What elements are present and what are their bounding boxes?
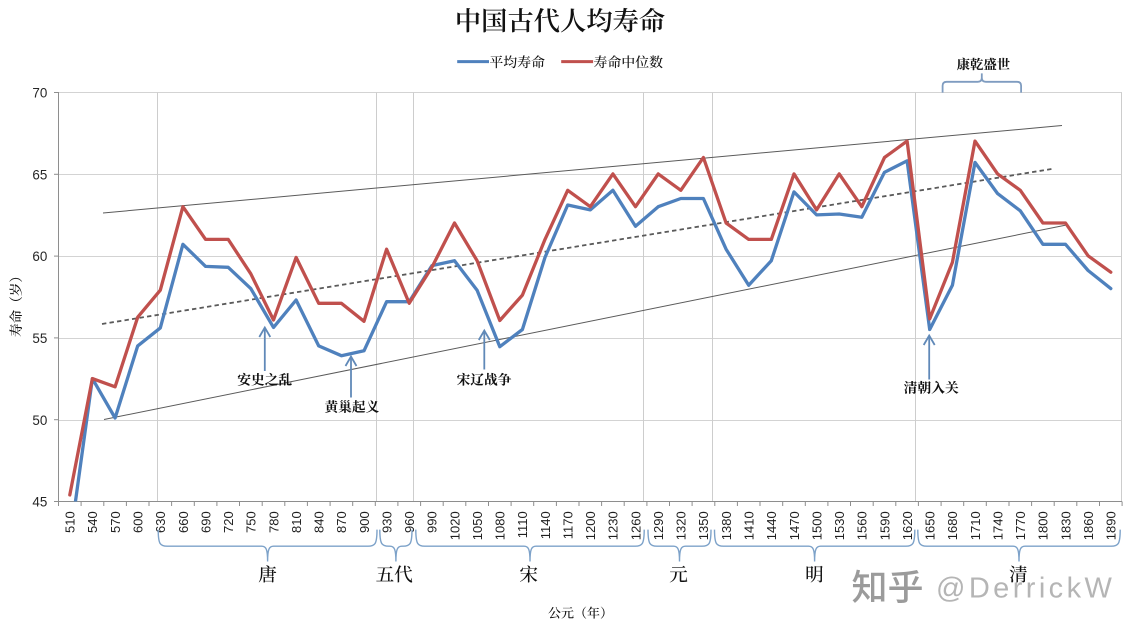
svg-text:540: 540 [85,511,100,533]
svg-text:1650: 1650 [923,511,938,540]
svg-text:1860: 1860 [1081,511,1096,540]
svg-text:570: 570 [108,511,123,533]
svg-text:930: 930 [379,511,394,533]
svg-text:1170: 1170 [561,511,576,539]
svg-text:690: 690 [198,511,213,533]
svg-text:1830: 1830 [1058,511,1073,540]
svg-text:1500: 1500 [809,511,824,540]
svg-text:60: 60 [32,249,47,264]
svg-text:@DerrickW: @DerrickW [936,573,1115,605]
svg-text:1440: 1440 [764,511,779,540]
svg-text:960: 960 [402,511,417,533]
svg-text:990: 990 [425,511,440,533]
svg-text:1530: 1530 [832,511,847,540]
svg-text:65: 65 [32,167,47,182]
svg-text:1320: 1320 [674,511,689,540]
svg-text:50: 50 [32,413,47,428]
svg-text:1470: 1470 [787,511,802,540]
svg-text:1560: 1560 [855,511,870,540]
svg-text:900: 900 [357,511,372,533]
svg-text:1140: 1140 [538,511,553,539]
svg-text:1200: 1200 [583,511,598,540]
svg-text:1260: 1260 [628,511,643,540]
svg-text:1080: 1080 [493,511,508,540]
svg-text:720: 720 [221,511,236,533]
svg-text:510: 510 [63,511,78,533]
svg-text:780: 780 [266,511,281,533]
svg-text:1620: 1620 [900,511,915,540]
svg-text:840: 840 [312,511,327,533]
svg-text:1230: 1230 [606,511,621,540]
svg-text:45: 45 [32,495,47,510]
svg-text:750: 750 [244,511,259,533]
svg-text:1680: 1680 [945,511,960,540]
svg-text:1020: 1020 [447,511,462,540]
svg-text:1590: 1590 [877,511,892,540]
svg-text:600: 600 [131,511,146,533]
svg-text:630: 630 [153,511,168,533]
svg-text:1800: 1800 [1036,511,1051,540]
svg-text:1410: 1410 [742,511,757,540]
svg-text:1770: 1770 [1013,511,1028,540]
svg-text:70: 70 [32,86,47,101]
svg-text:1890: 1890 [1104,511,1119,540]
svg-text:660: 660 [176,511,191,533]
svg-text:810: 810 [289,511,304,533]
svg-text:1380: 1380 [719,511,734,540]
svg-text:1290: 1290 [651,511,666,540]
svg-text:1740: 1740 [990,511,1005,540]
svg-text:1710: 1710 [968,511,983,540]
svg-text:1350: 1350 [696,511,711,540]
svg-text:870: 870 [334,511,349,533]
svg-text:1050: 1050 [470,511,485,540]
svg-text:1110: 1110 [515,511,530,538]
svg-text:55: 55 [32,331,47,346]
